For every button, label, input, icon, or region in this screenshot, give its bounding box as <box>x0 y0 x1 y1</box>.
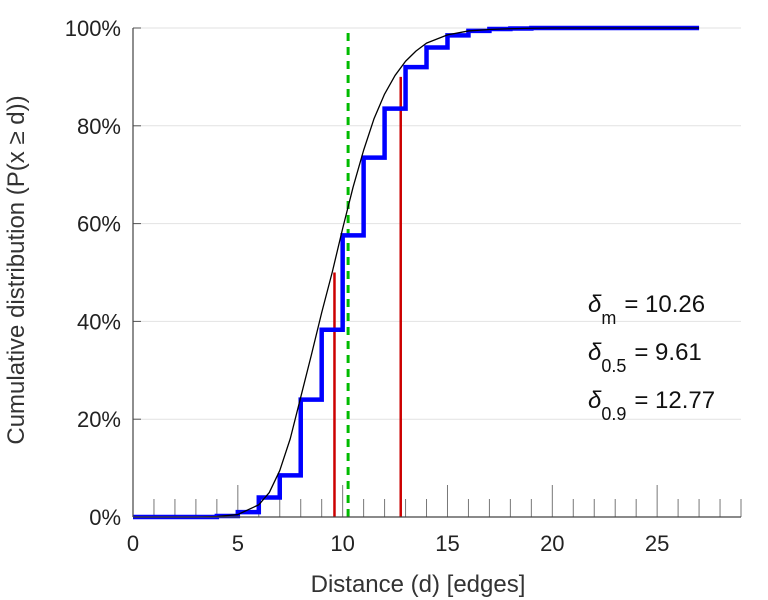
x-tick-labels: 0 5 10 15 20 25 <box>127 531 670 556</box>
x-tick-label-20: 20 <box>540 531 564 556</box>
annotation-0: δm = 10.26 <box>588 291 705 328</box>
series-lines <box>133 25 700 520</box>
y-axis-label: Cumulative distribution (P(x ≥ d)) <box>3 95 30 444</box>
statistics-annotations: δm = 10.26 δ0.5 = 9.61 δ0.9 = 12.77 <box>588 291 715 424</box>
x-axis-label: Distance (d) [edges] <box>311 571 526 598</box>
x-tick-label-5: 5 <box>232 531 244 556</box>
y-tick-label-80: 80% <box>77 114 121 139</box>
x-tick-label-0: 0 <box>127 531 139 556</box>
minor-ticks <box>132 485 742 517</box>
empirical-cdf-step-line <box>133 25 700 520</box>
annotation-2: δ0.9 = 12.77 <box>588 387 715 424</box>
x-tick-label-10: 10 <box>330 531 354 556</box>
annotation-1: δ0.5 = 9.61 <box>588 339 702 376</box>
x-tick-label-25: 25 <box>645 531 669 556</box>
fitted-cdf-line <box>133 27 700 518</box>
reference-lines <box>333 28 402 517</box>
y-tick-label-20: 20% <box>77 407 121 432</box>
y-tick-labels: 0% 20% 40% 60% 80% 100% <box>65 16 121 530</box>
y-tick-label-100: 100% <box>65 16 121 41</box>
y-tick-label-60: 60% <box>77 212 121 237</box>
y-tick-label-0: 0% <box>89 505 121 530</box>
x-tick-label-15: 15 <box>435 531 459 556</box>
axes <box>132 27 741 518</box>
grid-lines <box>133 27 741 420</box>
y-tick-label-40: 40% <box>77 309 121 334</box>
